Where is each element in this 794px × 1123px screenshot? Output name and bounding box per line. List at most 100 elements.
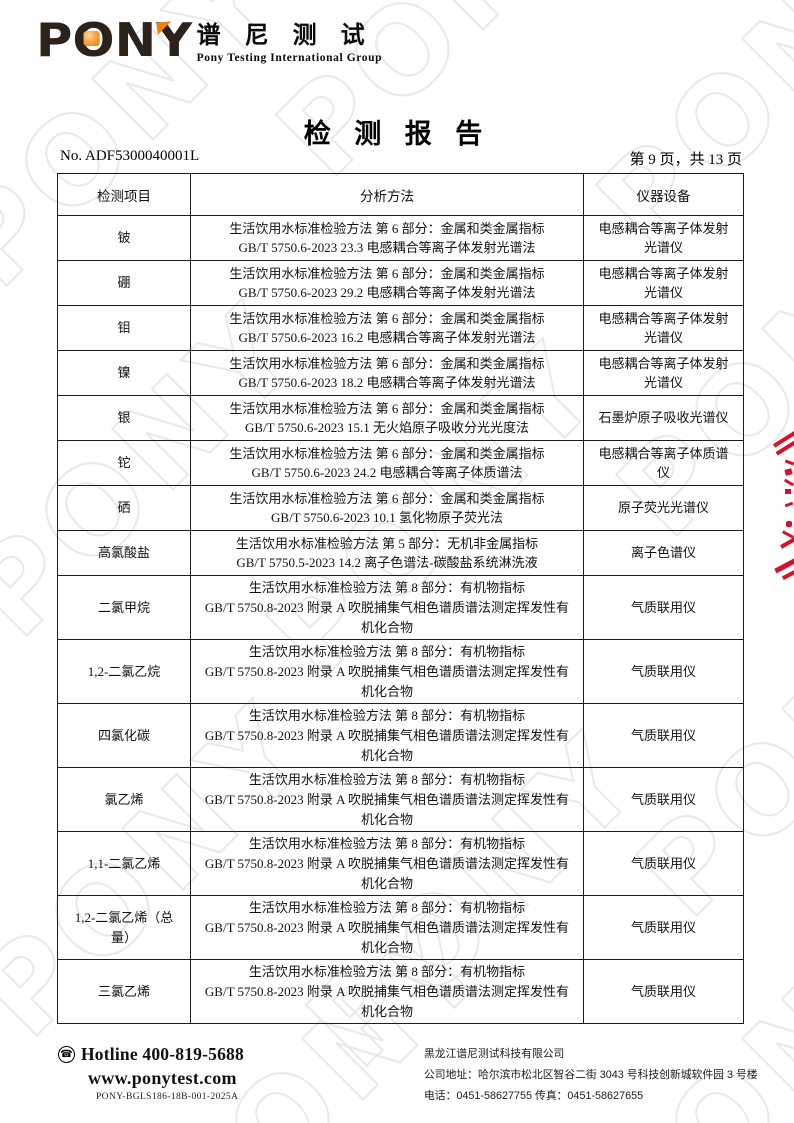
column-header: 仪器设备	[583, 173, 744, 216]
instrument-cell: 气质联用仪	[583, 639, 744, 704]
instrument-cell: 气质联用仪	[583, 703, 744, 768]
pony-logo: PONY 谱尼测试 Pony Testing International Gro…	[36, 14, 389, 66]
test-item-cell: 三氯乙烯	[57, 959, 191, 1024]
test-item-cell: 高氯酸盐	[57, 530, 191, 576]
column-header: 检测项目	[57, 173, 191, 216]
instrument-cell: 电感耦合等离子体质谱仪	[583, 440, 744, 486]
method-line2: GB/T 5750.8-2023 附录 A 吹脱捕集气相色谱质谱法测定挥发性有机…	[204, 919, 570, 955]
analysis-method-cell: 生活饮用水标准检验方法 第 8 部分：有机物指标 GB/T 5750.8-2023…	[190, 959, 584, 1024]
method-line2: GB/T 5750.5-2023 14.2 离子色谱法-碳酸盐系统淋洗液	[236, 555, 538, 570]
table-row: 氯乙烯 生活饮用水标准检验方法 第 8 部分：有机物指标 GB/T 5750.8-2…	[57, 767, 744, 832]
table-row: 硒 生活饮用水标准检验方法 第 6 部分：金属和类金属指标 GB/T 5750.6-…	[57, 485, 744, 531]
orange-square-icon	[83, 31, 100, 46]
table-row: 高氯酸盐 生活饮用水标准检验方法 第 5 部分：无机非金属指标 GB/T 5750.…	[57, 530, 744, 576]
table-row: 钼 生活饮用水标准检验方法 第 6 部分：金属和类金属指标 GB/T 5750.6-…	[57, 305, 744, 351]
instrument-cell: 电感耦合等离子体发射光谱仪	[583, 215, 744, 261]
orange-triangle-icon	[156, 21, 174, 35]
table-row: 铊 生活饮用水标准检验方法 第 6 部分：金属和类金属指标 GB/T 5750.6-…	[57, 440, 744, 486]
table-row: 三氯乙烯 生活饮用水标准检验方法 第 8 部分：有机物指标 GB/T 5750.8-…	[57, 959, 744, 1024]
analysis-method-cell: 生活饮用水标准检验方法 第 8 部分：有机物指标 GB/T 5750.8-2023…	[190, 639, 584, 704]
method-line1: 生活饮用水标准检验方法 第 6 部分：金属和类金属指标	[229, 445, 545, 461]
analysis-method-cell: 生活饮用水标准检验方法 第 6 部分：金属和类金属指标 GB/T 5750.6-2…	[190, 215, 584, 261]
test-item-cell: 四氯化碳	[57, 703, 191, 768]
column-header: 分析方法	[190, 173, 584, 216]
method-line1: 生活饮用水标准检验方法 第 5 部分：无机非金属指标	[235, 535, 539, 551]
instrument-cell: 离子色谱仪	[583, 530, 744, 576]
table-header-row: 检测项目 分析方法 仪器设备	[57, 173, 744, 216]
test-item-cell: 硼	[57, 260, 191, 306]
method-line2: GB/T 5750.8-2023 附录 A 吹脱捕集气相色谱质谱法测定挥发性有机…	[204, 855, 570, 891]
instrument-cell: 气质联用仪	[583, 959, 744, 1024]
method-line1: 生活饮用水标准检验方法 第 6 部分：金属和类金属指标	[229, 310, 545, 326]
method-line1: 生活饮用水标准检验方法 第 8 部分：有机物指标	[248, 899, 526, 915]
analysis-method-cell: 生活饮用水标准检验方法 第 8 部分：有机物指标 GB/T 5750.8-2023…	[190, 767, 584, 832]
report-number: No. ADF5300040001L	[60, 148, 200, 164]
website-url[interactable]: www.ponytest.com	[88, 1068, 237, 1088]
method-line1: 生活饮用水标准检验方法 第 8 部分：有机物指标	[248, 963, 526, 979]
test-item-cell: 氯乙烯	[57, 767, 191, 832]
instrument-cell: 电感耦合等离子体发射光谱仪	[583, 350, 744, 396]
method-line2: GB/T 5750.6-2023 18.2 电感耦合等离子体发射光谱法	[238, 375, 536, 390]
test-item-cell: 钼	[57, 305, 191, 351]
page-title: 检 测 报 告	[303, 119, 491, 149]
method-line2: GB/T 5750.8-2023 附录 A 吹脱捕集气相色谱质谱法测定挥发性有机…	[204, 599, 570, 635]
method-line2: GB/T 5750.8-2023 附录 A 吹脱捕集气相色谱质谱法测定挥发性有机…	[204, 983, 570, 1019]
test-item-cell: 铊	[57, 440, 191, 486]
logo-letter-p: P	[36, 13, 73, 67]
test-item-cell: 镍	[57, 350, 191, 396]
document-code: PONY-BGLS186-18B-001-2025A	[96, 1092, 239, 1102]
test-item-cell: 1,1-二氯乙烯	[57, 831, 191, 896]
method-line2: GB/T 5750.8-2023 附录 A 吹脱捕集气相色谱质谱法测定挥发性有机…	[204, 791, 570, 827]
table-row: 银 生活饮用水标准检验方法 第 6 部分：金属和类金属指标 GB/T 5750.6-…	[57, 395, 744, 441]
analysis-method-cell: 生活饮用水标准检验方法 第 8 部分：有机物指标 GB/T 5750.8-2023…	[190, 895, 584, 960]
method-line2: GB/T 5750.6-2023 23.3 电感耦合等离子体发射光谱法	[238, 240, 536, 255]
method-line1: 生活饮用水标准检验方法 第 6 部分：金属和类金属指标	[229, 265, 545, 281]
method-line1: 生活饮用水标准检验方法 第 8 部分：有机物指标	[248, 579, 526, 595]
test-item-cell: 二氯甲烷	[57, 575, 191, 640]
analysis-method-cell: 生活饮用水标准检验方法 第 6 部分：金属和类金属指标 GB/T 5750.6-2…	[190, 260, 584, 306]
method-line1: 生活饮用水标准检验方法 第 6 部分：金属和类金属指标	[229, 400, 545, 416]
analysis-method-cell: 生活饮用水标准检验方法 第 8 部分：有机物指标 GB/T 5750.8-2023…	[190, 831, 584, 896]
table-row: 硼 生活饮用水标准检验方法 第 6 部分：金属和类金属指标 GB/T 5750.6-…	[57, 260, 744, 306]
instrument-cell: 气质联用仪	[583, 895, 744, 960]
analysis-method-cell: 生活饮用水标准检验方法 第 5 部分：无机非金属指标 GB/T 5750.5-20…	[190, 530, 584, 576]
table-row: 二氯甲烷 生活饮用水标准检验方法 第 8 部分：有机物指标 GB/T 5750.8-…	[57, 575, 744, 640]
analysis-method-table: 检测项目 分析方法 仪器设备 铍生活饮用水标准检验方法 第 6 部分：金属和类金属指…	[57, 173, 744, 1024]
instrument-cell: 气质联用仪	[583, 575, 744, 640]
analysis-method-cell: 生活饮用水标准检验方法 第 6 部分：金属和类金属指标 GB/T 5750.6-2…	[190, 440, 584, 486]
table-row: 铍 生活饮用水标准检验方法 第 6 部分：金属和类金属指标 GB/T 5750.6-…	[57, 215, 744, 261]
logo-chinese-name: 谱尼测试	[196, 22, 389, 49]
logo-letter-n: N	[114, 13, 157, 67]
method-line1: 生活饮用水标准检验方法 第 8 部分：有机物指标	[248, 835, 526, 851]
table-row: 四氯化碳 生活饮用水标准检验方法 第 8 部分：有机物指标 GB/T 5750.8-…	[57, 703, 744, 768]
test-item-cell: 1,2-二氯乙烷	[57, 639, 191, 704]
hotline-number: Hotline 400-819-5688	[81, 1044, 244, 1064]
test-item-cell: 硒	[57, 485, 191, 531]
page-indicator: 第 9 页，共 13 页	[629, 152, 742, 168]
test-item-cell: 银	[57, 395, 191, 441]
method-line1: 生活饮用水标准检验方法 第 8 部分：有机物指标	[248, 707, 526, 723]
table-row: 1,2-二氯乙烷 生活饮用水标准检验方法 第 8 部分：有机物指标 GB/T 575…	[57, 639, 744, 704]
instrument-cell: 电感耦合等离子体发射光谱仪	[583, 260, 744, 306]
method-line1: 生活饮用水标准检验方法 第 6 部分：金属和类金属指标	[229, 355, 545, 371]
logo-english-subtitle: Pony Testing International Group	[196, 52, 383, 64]
analysis-method-cell: 生活饮用水标准检验方法 第 6 部分：金属和类金属指标 GB/T 5750.6-2…	[190, 485, 584, 531]
test-item-cell: 1,2-二氯乙烯（总量）	[57, 895, 191, 960]
company-address: 公司地址：哈尔滨市松北区智谷二街 3043 号科技创新城软件园 3 号楼	[424, 1069, 758, 1081]
analysis-method-cell: 生活饮用水标准检验方法 第 8 部分：有机物指标 GB/T 5750.8-2023…	[190, 575, 584, 640]
method-line1: 生活饮用水标准检验方法 第 6 部分：金属和类金属指标	[229, 490, 545, 506]
table-row: 1,1-二氯乙烯 生活饮用水标准检验方法 第 8 部分：有机物指标 GB/T 575…	[57, 831, 744, 896]
analysis-method-cell: 生活饮用水标准检验方法 第 6 部分：金属和类金属指标 GB/T 5750.6-2…	[190, 350, 584, 396]
table-row: 1,2-二氯乙烯（总量） 生活饮用水标准检验方法 第 8 部分：有机物指标 GB/T…	[57, 895, 744, 960]
test-item-cell: 铍	[57, 215, 191, 261]
instrument-cell: 气质联用仪	[583, 831, 744, 896]
method-line2: GB/T 5750.6-2023 29.2 电感耦合等离子体发射光谱法	[238, 285, 536, 300]
page-footer: ☎ Hotline 400-819-5688 www.ponytest.com …	[0, 1042, 794, 1117]
method-line1: 生活饮用水标准检验方法 第 8 部分：有机物指标	[248, 771, 526, 787]
company-name: 黑龙江谱尼测试科技有限公司	[424, 1048, 565, 1060]
phone-icon: ☎	[58, 1046, 75, 1063]
instrument-cell: 气质联用仪	[583, 767, 744, 832]
company-phone-fax: 电话：0451-58627755 传真：0451-58627655	[424, 1090, 644, 1102]
method-line2: GB/T 5750.8-2023 附录 A 吹脱捕集气相色谱质谱法测定挥发性有机…	[204, 727, 570, 763]
